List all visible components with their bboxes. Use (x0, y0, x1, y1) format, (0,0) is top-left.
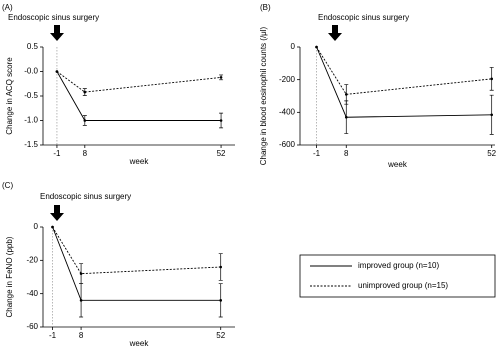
y-tick-label: -600 (279, 140, 296, 149)
point (315, 45, 318, 49)
x-axis-label: week (387, 160, 408, 169)
x-axis-label: week (129, 157, 150, 166)
legend-box (299, 254, 496, 298)
panel-label: (A) (2, 3, 13, 12)
x-tick-label: 52 (217, 149, 226, 158)
arrow (328, 25, 342, 41)
x-tick-label: 8 (344, 149, 349, 158)
error-bar (218, 283, 223, 318)
x-tick-label: 8 (79, 331, 84, 340)
annotation: Endoscopic sinus surgery (318, 13, 409, 22)
x-axis-label: week (129, 339, 150, 348)
series-line (52, 226, 221, 275)
y-tick-label: 0.5 (27, 42, 39, 51)
error-bar (218, 253, 223, 281)
series-line (316, 46, 492, 95)
error-bar (489, 67, 494, 91)
error-bar (344, 84, 349, 105)
y-axis-label: Change in ACQ score (5, 57, 14, 135)
error-bar (219, 112, 224, 129)
error-bar (219, 74, 224, 81)
legend-label: improved group (n=10) (358, 261, 439, 270)
arrow (50, 205, 64, 221)
series-line (52, 226, 221, 301)
x-tick-label: -1 (49, 331, 57, 340)
y-tick-label: -0.0 (24, 67, 38, 76)
arrow (50, 25, 64, 41)
series-line (56, 71, 222, 93)
y-tick-label: -60 (26, 322, 38, 331)
annotation: Endoscopic sinus surgery (40, 192, 131, 201)
y-tick-label: -200 (279, 75, 296, 84)
x-tick-label: -1 (53, 149, 61, 158)
error-bar (489, 94, 494, 135)
annotation: Endoscopic sinus surgery (8, 13, 99, 22)
y-tick-label: -20 (26, 255, 38, 264)
x-tick-label: -1 (313, 149, 321, 158)
panel-label: (B) (260, 3, 271, 12)
y-tick-label: -1.0 (24, 116, 38, 125)
point (51, 225, 54, 229)
panel-label: (C) (2, 181, 13, 190)
x-tick-label: 8 (83, 149, 88, 158)
y-tick-label: -400 (279, 107, 296, 116)
x-tick-label: 52 (487, 149, 496, 158)
y-tick-label: 0 (34, 222, 39, 231)
y-axis-label: Change in FeNO (ppb) (5, 236, 14, 317)
error-bar (82, 115, 87, 126)
series-line (316, 46, 492, 118)
y-tick-label: -40 (26, 289, 38, 298)
x-tick-label: 52 (216, 331, 225, 340)
series-line (56, 71, 222, 121)
error-bar (79, 263, 84, 285)
error-bar (82, 88, 87, 96)
point (55, 70, 59, 73)
y-tick-label: 0 (291, 42, 296, 51)
y-tick-label: -0.5 (24, 91, 38, 100)
y-tick-label: -1.5 (24, 140, 38, 149)
y-axis-label: Change in blood eosinophil counts (/μl) (259, 26, 268, 165)
legend-label: unimproved group (n=15) (358, 281, 448, 290)
